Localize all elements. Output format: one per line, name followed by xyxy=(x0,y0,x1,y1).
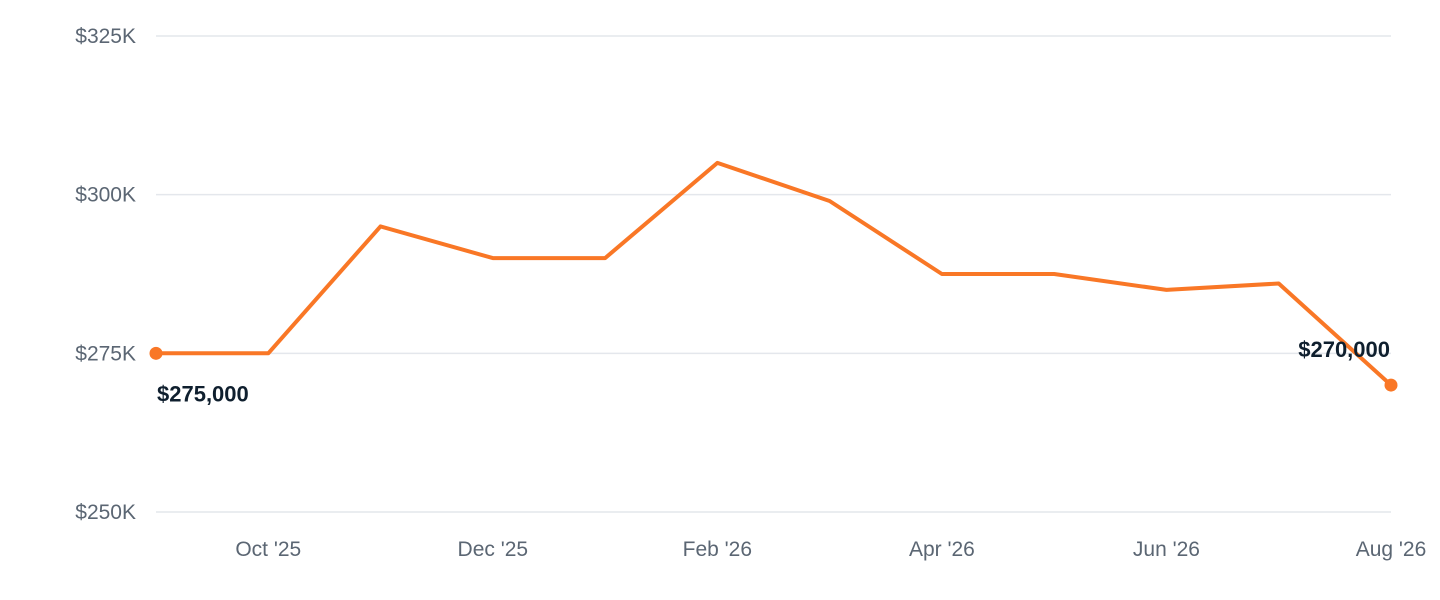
annotations: $275,000 $270,000 xyxy=(149,337,1398,406)
y-tick-label: $300K xyxy=(75,184,136,207)
start-point-marker xyxy=(149,346,163,360)
start-value-label: $275,000 xyxy=(157,381,249,406)
x-tick-label: Apr '26 xyxy=(909,538,975,561)
x-tick-label: Oct '25 xyxy=(235,538,301,561)
end-point-marker xyxy=(1384,378,1398,392)
y-tick-label: $250K xyxy=(75,501,136,524)
end-value-label: $270,000 xyxy=(1298,337,1390,362)
y-tick-label: $325K xyxy=(75,25,136,48)
grid xyxy=(156,35,1391,513)
x-tick-label: Dec '25 xyxy=(458,538,529,561)
y-axis: $250K $275K $300K $325K xyxy=(75,25,136,524)
x-axis: Oct '25 Dec '25 Feb '26 Apr '26 Jun '26 Aug '… xyxy=(235,538,1426,561)
series-line xyxy=(154,160,1393,388)
y-tick-label: $275K xyxy=(75,342,136,365)
x-tick-label: Aug '26 xyxy=(1356,538,1427,561)
x-tick-label: Feb '26 xyxy=(683,538,752,561)
x-tick-label: Jun '26 xyxy=(1133,538,1200,561)
series-group xyxy=(154,160,1393,388)
